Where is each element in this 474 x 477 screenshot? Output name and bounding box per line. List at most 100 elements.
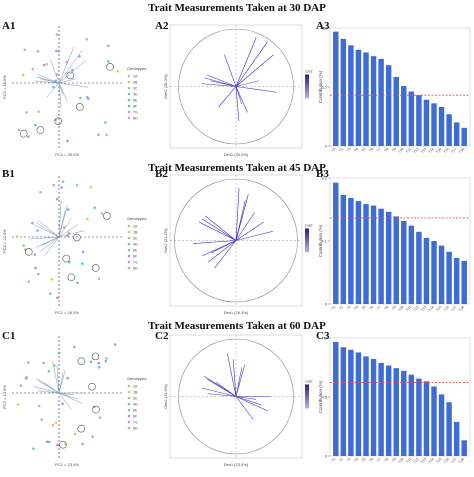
bar-y-tick-label: 4.1: [321, 239, 327, 244]
genotype-point: [78, 55, 81, 58]
legend-swatch: [127, 98, 131, 102]
genotype-point: [21, 73, 25, 77]
genotype-point: [27, 280, 31, 283]
legend-swatch: [127, 414, 131, 418]
genotype-centroid: [62, 254, 70, 263]
genotype-point: [39, 190, 42, 194]
bar-B3-T16: [446, 251, 452, 304]
bar-A3-T5: [363, 52, 369, 146]
genotype-legend-item: 2B: [133, 231, 138, 235]
bar-x-tick-label: T3: [346, 457, 352, 463]
corr-x-axis-label: Dim1 (26.3%): [224, 310, 249, 315]
bar-x-tick-label: T7: [376, 305, 382, 311]
bar-C3-T8: [385, 365, 392, 456]
panel-label-b2: B2: [155, 168, 168, 180]
genotype-point: [81, 262, 84, 265]
colorbar-title: cos2: [305, 70, 312, 74]
pca-x-axis-label: PC1 = 33.2%: [55, 152, 79, 157]
colorbar-title: cos2: [305, 380, 312, 384]
genotype-point: [57, 49, 61, 53]
bar-B3-T18: [461, 260, 467, 304]
bar-x-tick-label: T9: [391, 147, 397, 153]
bar-B3-T15: [438, 245, 445, 304]
trait-vector: [210, 80, 237, 87]
genotype-legend-item: 7G: [133, 261, 138, 265]
legend-swatch: [127, 254, 131, 258]
trait-vector: [208, 240, 237, 263]
pca-loading-vector: [29, 236, 60, 240]
bar-y-tick-label: 8.2: [321, 176, 327, 181]
genotype-centroid: [54, 117, 62, 125]
trait-vector: [214, 240, 237, 269]
pca-loading-vector: [58, 224, 79, 238]
trait-vector: [235, 86, 240, 122]
bar-A3-T11: [408, 91, 415, 146]
genotype-legend-item: 2B: [133, 391, 138, 395]
genotype-point: [27, 361, 30, 364]
bar-x-tick-label: T4: [354, 147, 360, 153]
pca-loading-vector: [58, 82, 64, 96]
bar-B3-T11: [408, 225, 415, 304]
legend-swatch: [127, 236, 131, 240]
bar-x-tick-label: T14: [428, 305, 435, 312]
genotype-point: [66, 376, 69, 380]
legend-swatch: [127, 104, 131, 108]
bar-A3-T16: [446, 114, 452, 146]
genotype-point: [37, 110, 40, 113]
bar-x-tick-label: T11: [405, 457, 412, 464]
genotype-point: [33, 253, 37, 256]
bar-x-tick-label: T16: [443, 147, 450, 154]
bar-A3-T2: [340, 38, 347, 147]
trait-vector: [207, 378, 237, 397]
genotype-point: [36, 229, 39, 232]
genotype-centroid: [77, 424, 85, 433]
legend-swatch: [127, 384, 131, 388]
genotype-centroid: [106, 63, 114, 71]
genotype-legend-item: 3C: [133, 87, 138, 91]
genotype-point: [42, 361, 46, 365]
genotype-point: [60, 186, 63, 189]
panel-label-a1: A1: [2, 20, 16, 32]
panel-label-a3: A3: [316, 20, 330, 32]
cos2-colorbar: [305, 384, 309, 409]
genotype-point: [71, 68, 74, 72]
bar-y-axis-label: Contribution (%): [318, 224, 323, 257]
pca-loading-vector: [58, 230, 85, 238]
pca-loading-vector: [44, 236, 60, 257]
genotype-centroid: [91, 264, 100, 272]
trait-vector: [227, 353, 237, 397]
bar-x-tick-label: T6: [369, 457, 375, 463]
bar-B3-T3: [348, 197, 354, 304]
bar-B3-T12: [416, 231, 422, 304]
trait-vector: [232, 359, 237, 397]
genotype-legend-item: 8H: [133, 267, 138, 271]
bar-x-tick-label: T10: [398, 305, 405, 312]
genotype-point: [73, 345, 76, 349]
bar-B3-T8: [385, 211, 392, 304]
genotype-point: [61, 180, 65, 183]
genotype-point: [107, 60, 110, 63]
genotype-point: [37, 404, 41, 408]
bar-x-tick-label: T2: [338, 457, 344, 463]
genotype-point: [23, 48, 27, 52]
bar-B3-T5: [363, 204, 369, 304]
bar-C3-T2: [340, 347, 347, 456]
genotype-point: [97, 361, 101, 365]
bar-x-tick-label: T17: [450, 305, 457, 312]
genotype-centroid: [66, 71, 75, 80]
genotype-centroid: [73, 233, 81, 242]
genotype-point: [63, 442, 67, 446]
genotype-point: [116, 69, 120, 73]
trait-vector: [207, 74, 237, 87]
genotype-legend-item: 8H: [133, 427, 138, 431]
pca-loading-vector: [37, 390, 60, 394]
trait-vector: [235, 194, 249, 241]
trait-vector: [215, 381, 237, 397]
pca-loading-vector: [50, 59, 60, 84]
genotype-legend-title: Genotypes: [127, 66, 146, 71]
bar-y-tick-label: 6.5: [321, 85, 327, 90]
bar-x-tick-label: T9: [391, 457, 397, 463]
legend-swatch: [127, 402, 131, 406]
genotype-point: [34, 266, 37, 270]
legend-swatch: [127, 230, 131, 234]
